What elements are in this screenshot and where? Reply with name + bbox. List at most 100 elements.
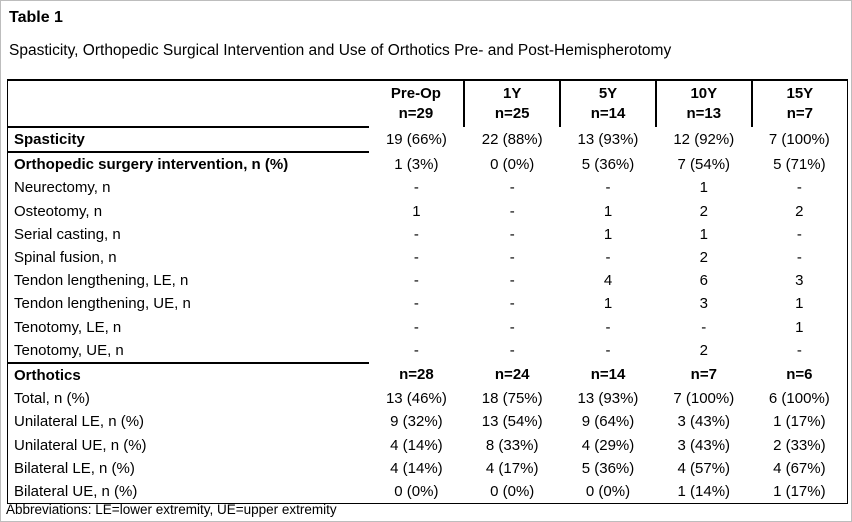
cell: 12 (92%): [673, 131, 735, 149]
cell: 6 (100%): [768, 390, 830, 408]
cell: 7 (100%): [768, 131, 830, 149]
cell: 4 (57%): [677, 459, 731, 477]
row-label: Orthotics: [14, 366, 81, 384]
row-label: Tendon lengthening, UE, n: [14, 295, 191, 313]
data-table: Pre-Op n=29 1Y n=25 5Y n=14 10Y n=13 15Y n=7 Spas…: [7, 79, 848, 504]
table-row-total-n: Total, n (%) 13 (46%) 18 (75%) 13 (93%) 7 (1…: [8, 387, 848, 410]
abbreviations-footnote: Abbreviations: LE=lower extremity, UE=up…: [6, 502, 337, 517]
cell: 4 (67%): [773, 459, 826, 477]
cell: -: [413, 272, 419, 290]
column-timepoint-label: 10Y: [690, 85, 718, 102]
column-timepoint-label: 5Y: [598, 85, 618, 102]
column-sample-size: n=7: [786, 105, 813, 122]
cell: 1: [412, 202, 421, 220]
cell: -: [796, 342, 802, 360]
cell: 1: [795, 295, 804, 313]
table-row-bilateral-ue-n: Bilateral UE, n (%) 0 (0%) 0 (0%) 0 (0%) 1 (…: [8, 480, 848, 504]
cell: -: [605, 249, 611, 267]
table-row-osteotomy-n: Osteotomy, n 1 - 1 2 2: [8, 200, 848, 223]
cell: 2 (33%): [773, 436, 826, 454]
column-sample-size: n=13: [686, 105, 722, 122]
cell: n=24: [494, 366, 530, 384]
cell: -: [509, 249, 515, 267]
cell: 3: [699, 295, 708, 313]
table-row-spasticity: Spasticity 19 (66%) 22 (88%) 13 (93%) 12 (92…: [7, 127, 848, 154]
cell: -: [796, 179, 802, 197]
row-label: Bilateral UE, n (%): [14, 482, 138, 500]
table-row-tendon-lengthening-ue-n: Tendon lengthening, UE, n - - 1 3 1: [8, 292, 848, 315]
cell: 5 (36%): [581, 155, 635, 173]
cell: 4 (14%): [390, 436, 443, 454]
table-row-tenotomy-le-n: Tenotomy, LE, n - - - - 1: [8, 316, 848, 339]
row-label: Spasticity: [7, 127, 369, 154]
column-header-15y: 15Y n=7: [750, 80, 848, 127]
column-sample-size: n=25: [494, 105, 530, 122]
cell: 4 (29%): [581, 436, 635, 454]
row-label: Tenotomy, UE, n: [7, 338, 369, 364]
table-row-orthopedic-surgery-intervention-n: Orthopedic surgery intervention, n (%) 1 …: [8, 152, 848, 176]
table-row-unilateral-ue-n: Unilateral UE, n (%) 4 (14%) 8 (33%) 4 (29%…: [8, 433, 848, 456]
cell: 5 (36%): [581, 459, 635, 477]
cell: 7 (54%): [677, 155, 731, 173]
row-label: Serial casting, n: [14, 225, 121, 243]
cell: 7 (100%): [673, 390, 735, 408]
cell: 0 (0%): [394, 482, 439, 500]
cell: 1: [603, 295, 613, 313]
row-label: Tenotomy, LE, n: [14, 318, 122, 336]
cell: 1 (14%): [677, 482, 731, 500]
table-row-bilateral-le-n: Bilateral LE, n (%) 4 (14%) 4 (17%) 5 (36%)…: [8, 457, 848, 480]
cell: 2: [699, 342, 708, 360]
row-label: Unilateral UE, n (%): [14, 436, 147, 454]
column-timepoint-label: 15Y: [786, 85, 814, 102]
cell: 1: [795, 318, 804, 336]
cell: -: [509, 272, 515, 290]
column-header-pre-op: Pre-Op n=29: [369, 80, 465, 127]
cell: 2: [795, 202, 804, 220]
cell: -: [796, 249, 802, 267]
cell: 0 (0%): [585, 482, 631, 500]
cell: -: [605, 179, 611, 197]
cell: 2: [699, 202, 708, 220]
cell: n=28: [399, 366, 434, 384]
column-header-1y: 1Y n=25: [463, 80, 561, 127]
row-label: Total, n (%): [14, 390, 90, 408]
cell: 0 (0%): [490, 155, 535, 173]
cell: 1 (17%): [773, 482, 826, 500]
column-timepoint-label: 1Y: [503, 85, 522, 102]
cell: 4 (17%): [485, 459, 539, 477]
row-label: Osteotomy, n: [14, 202, 103, 220]
cell: 2: [699, 249, 708, 267]
cell: 3 (43%): [677, 413, 731, 431]
cell: -: [796, 225, 802, 243]
cell: 8 (33%): [485, 436, 539, 454]
column-header-10y: 10Y n=13: [654, 80, 752, 127]
cell: -: [509, 295, 515, 313]
cell: -: [413, 318, 419, 336]
cell: -: [605, 342, 611, 360]
table-row-serial-casting-n: Serial casting, n - - 1 1 -: [8, 223, 848, 246]
cell: -: [509, 202, 515, 220]
table-row-spinal-fusion-n: Spinal fusion, n - - - 2 -: [8, 246, 848, 269]
cell: -: [701, 318, 707, 336]
column-header-5y: 5Y n=14: [559, 80, 656, 127]
table-header-row: Pre-Op n=29 1Y n=25 5Y n=14 10Y n=13 15Y n=7: [7, 80, 848, 128]
table-row-orthotics: Orthotics n=28 n=24 n=14 n=7 n=6: [8, 363, 848, 387]
cell: 1: [699, 225, 708, 243]
cell: 1 (17%): [773, 413, 826, 431]
cell: 3: [795, 272, 804, 290]
table-row-tendon-lengthening-le-n: Tendon lengthening, LE, n - - 4 6 3: [8, 269, 848, 292]
cell: 6: [699, 272, 708, 290]
cell: 0 (0%): [490, 482, 535, 500]
cell: -: [413, 225, 419, 243]
cell: -: [413, 295, 419, 313]
cell: -: [605, 318, 611, 336]
cell: -: [413, 342, 419, 360]
cell: 3 (43%): [677, 436, 731, 454]
cell: 13 (93%): [577, 390, 639, 408]
cell: 13 (46%): [385, 390, 447, 408]
column-sample-size: n=29: [398, 105, 434, 122]
cell: 9 (64%): [581, 413, 635, 431]
cell: -: [509, 225, 515, 243]
row-label: Bilateral LE, n (%): [14, 459, 135, 477]
cell: 4 (14%): [390, 459, 443, 477]
